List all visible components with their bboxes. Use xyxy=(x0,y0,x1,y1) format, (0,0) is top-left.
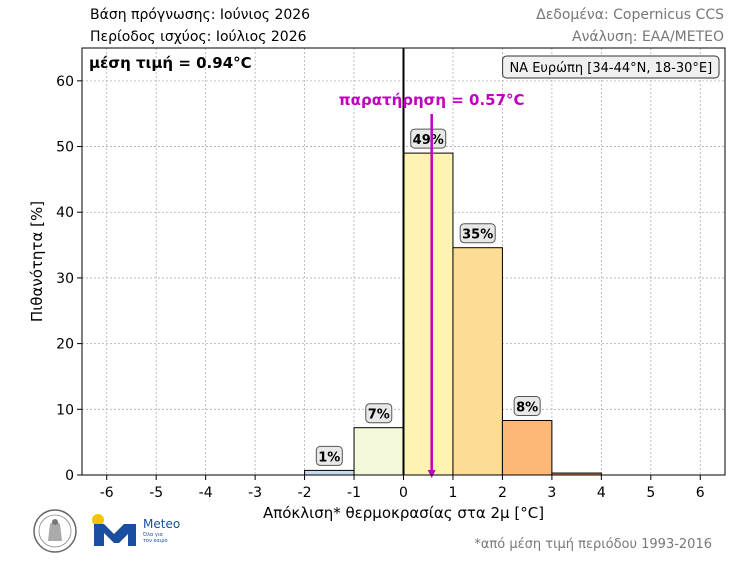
y-tick-label: 0 xyxy=(65,468,74,484)
observation-label: παρατήρηση = 0.57°C xyxy=(339,91,525,109)
bar-label-box xyxy=(459,223,496,244)
meteo-brand-name: Meteo xyxy=(143,517,181,531)
forecast-base-text: Βάση πρόγνωσης: Ιούνιος 2026 xyxy=(90,7,311,23)
x-tick-label: -6 xyxy=(100,485,114,501)
bar-percent-label: 1% xyxy=(318,450,340,465)
bar-label-box xyxy=(513,395,541,416)
academy-seal-logo xyxy=(33,509,77,553)
y-tick-label: 40 xyxy=(56,205,74,221)
x-tick-label: -5 xyxy=(149,485,163,501)
x-tick-label: -2 xyxy=(298,485,312,501)
bar-percent-label: 49% xyxy=(413,133,444,148)
x-tick-label: 6 xyxy=(696,485,705,501)
bar-label-box xyxy=(365,403,393,424)
analysis-text: Ανάλυση: ΕΑΑ/METEO xyxy=(572,29,724,45)
meteo-tagline: Όλα για τον καιρό xyxy=(143,532,168,544)
histogram-bar xyxy=(353,427,404,476)
bar-percent-label: 35% xyxy=(462,228,493,243)
meteo-logo xyxy=(92,514,136,546)
region-label: ΝΑ Ευρώπη [34-44°N, 18-30°E] xyxy=(509,61,712,76)
bar-label-box xyxy=(315,445,343,466)
histogram-bar xyxy=(403,152,454,476)
y-tick-label: 30 xyxy=(56,271,74,287)
x-tick-label: -4 xyxy=(199,485,213,501)
x-tick-label: 2 xyxy=(498,485,507,501)
x-tick-label: 3 xyxy=(547,485,556,501)
mean-value-text: μέση τιμή = 0.94°C xyxy=(89,54,252,72)
y-tick-label: 50 xyxy=(56,140,74,156)
histogram-bar xyxy=(452,247,503,476)
x-tick-label: 5 xyxy=(646,485,655,501)
y-axis-title: Πιθανότητα [%] xyxy=(28,201,46,322)
x-tick-label: 1 xyxy=(449,485,458,501)
region-label-box xyxy=(502,55,720,79)
histogram-bar xyxy=(501,419,553,476)
bar-percent-label: 7% xyxy=(368,408,390,423)
y-tick-label: 10 xyxy=(56,402,74,418)
histogram-bar xyxy=(304,469,355,476)
bar-percent-label: 8% xyxy=(516,400,538,415)
x-tick-label: 0 xyxy=(399,485,408,501)
x-tick-label: 4 xyxy=(597,485,606,501)
y-tick-label: 20 xyxy=(56,337,74,353)
reference-period-footnote: *από μέση τιμή περιόδου 1993-2016 xyxy=(474,537,712,552)
x-tick-label: -3 xyxy=(248,485,262,501)
y-tick-label: 60 xyxy=(56,74,74,90)
data-source-text: Δεδομένα: Copernicus CCS xyxy=(536,7,724,23)
validity-period-text: Περίοδος ισχύος: Ιούλιος 2026 xyxy=(90,29,307,45)
x-axis-title: Απόκλιση* θερμοκρασίας στα 2μ [°C] xyxy=(263,504,544,522)
x-tick-label: -1 xyxy=(347,485,361,501)
bar-label-box xyxy=(410,128,447,149)
